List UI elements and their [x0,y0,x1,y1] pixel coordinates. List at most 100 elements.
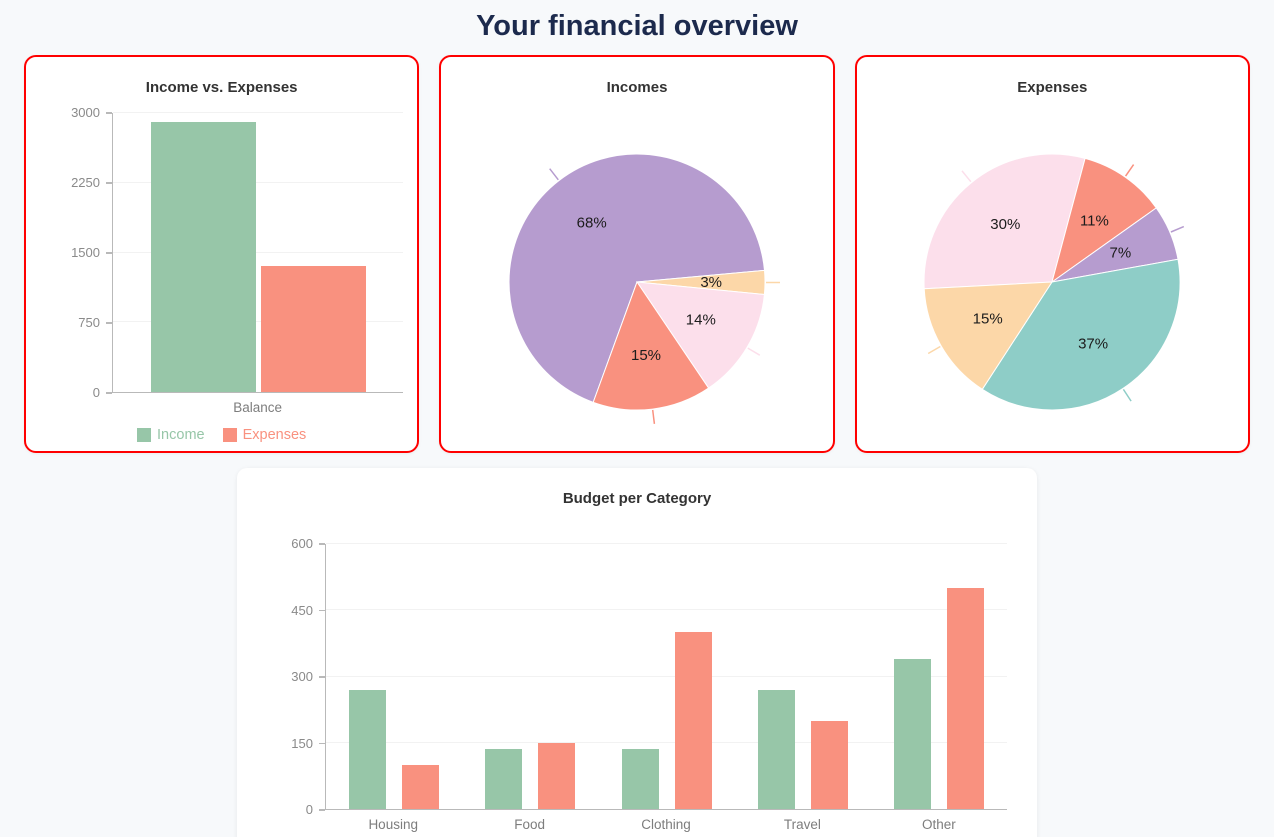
y-axis-tick-label: 1500 [71,245,100,260]
bar-series-2 [538,742,576,809]
pie-callout-line [549,168,559,181]
bar-series-2 [402,764,440,809]
y-axis-tick-label: 2250 [71,175,100,190]
bar-groups [326,544,1007,809]
x-axis-labels: Balance [112,393,403,415]
y-axis-tick-label: 750 [78,315,100,330]
plot-area [112,112,404,393]
legend-swatch [222,428,237,442]
y-axis-tick-mark [319,742,325,745]
pie-slice-15%[interactable] [592,280,710,411]
gridline [113,251,404,253]
expenses-card: Expenses 30% 11% 7% 37% 15% [854,55,1250,453]
category-group [735,544,871,809]
pie-percentage-label: 3% [700,274,722,291]
incomes-card: Incomes 68% 3% 14% 15% [439,55,835,453]
pie-slice-14%[interactable] [635,281,765,389]
category-group [462,544,598,809]
bar-series-2 [674,632,712,809]
category-group [871,544,1007,809]
pie-callout-line [651,409,656,424]
pie-callout-line [1123,388,1133,402]
bar-series-1 [349,689,387,809]
y-axis-tick-mark [106,182,112,184]
x-axis-category-label: Housing [368,817,418,832]
pie-percentage-label: 37% [1078,335,1108,352]
y-axis-tick-mark [106,112,112,114]
x-axis-category-label: Food [514,817,545,832]
legend-label: Expenses [242,427,307,443]
pie-percentage-label: 7% [1110,245,1132,262]
pie-callout-line [928,345,941,355]
x-axis-category-label: Travel [783,817,821,832]
pie-percentage-label: 11% [1080,213,1109,230]
category-group [113,113,403,392]
bar-income [150,122,256,392]
bar-series-2 [946,588,984,809]
y-axis-tick-label: 450 [291,602,313,618]
y-axis-tick-mark [106,322,112,324]
gridline [326,609,1007,611]
income-vs-expenses-card: Income vs. Expenses 0 750 1500 2250 3000 Bala… [24,55,420,453]
x-axis-category-label: Clothing [641,817,691,832]
category-group [326,544,462,809]
pie-callout-line [747,347,761,356]
page-title: Your financial overview [476,10,798,42]
budget-per-category-chart-title: Budget per Category [562,490,712,507]
legend-item-income[interactable]: Income [137,427,205,443]
x-axis-category-label: Balance [233,400,283,415]
gridline [113,181,404,183]
budget-per-category-bar-chart[interactable]: 0 150 300 450 600 Housing Food Clothing Travel Ot… [261,536,1013,832]
pie-percentage-label: 14% [686,312,716,329]
gridline [326,741,1007,743]
bar-series-2 [810,720,848,809]
bar-series-1 [757,689,795,809]
gridline [113,321,404,323]
bar-series-1 [621,749,659,809]
bar-groups [113,113,403,392]
top-cards-row: Income vs. Expenses 0 750 1500 2250 3000 Bala… [24,55,1250,453]
incomes-chart-title: Incomes [606,79,668,96]
y-axis-tick-mark [106,392,112,394]
x-axis-labels: Housing Food Clothing Travel Other [325,810,1007,832]
income-vs-expenses-bar-chart[interactable]: 0 750 1500 2250 3000 Balance [40,105,407,415]
category-group [598,544,734,809]
bar-expenses [260,266,366,392]
legend-item-expenses[interactable]: Expenses [222,427,307,443]
y-axis-tick-label: 3000 [71,105,100,120]
gridline [113,112,404,113]
income-vs-expenses-chart-title: Income vs. Expenses [145,79,298,96]
budget-per-category-card: Budget per Category 0 150 300 450 600 Housing… [237,468,1037,837]
bar-series-1 [485,749,523,809]
pie-callout-line [1125,164,1135,177]
pie-percentage-label: 30% [991,216,1021,233]
y-axis-tick-mark [106,252,112,254]
bar-series-1 [893,658,931,809]
y-axis-tick-label: 0 [92,385,100,400]
legend-label: Income [157,427,205,443]
x-axis-category-label: Other [921,817,956,832]
pie-slice-37%[interactable] [981,258,1181,411]
y-axis-tick-mark [319,809,325,811]
y-axis-tick-mark [319,676,325,678]
pie-callout-line [961,170,972,183]
pie-slice-30%[interactable] [923,153,1087,290]
expenses-pie-chart[interactable]: 30% 11%7% 37% 15% [897,127,1207,437]
y-axis-tick-mark [319,543,325,545]
pie-slice-11%[interactable] [1051,157,1158,284]
expenses-chart-title: Expenses [1017,79,1088,96]
incomes-pie-chart[interactable]: 68% 3% 14% 15% [482,127,792,437]
y-axis-tick-label: 600 [291,536,313,551]
plot-area [325,543,1007,810]
y-axis-tick-label: 300 [291,669,313,684]
gridline [326,675,1007,677]
legend-swatch [137,428,152,442]
gridline [326,543,1007,544]
y-axis-tick-label: 150 [291,735,313,751]
pie-slice-68%[interactable] [508,153,766,403]
pie-percentage-label: 68% [577,215,607,232]
balance-chart-legend: Income Expenses [26,427,417,443]
pie-slice-15%[interactable] [923,281,1054,390]
y-axis-tick-label: 0 [305,802,313,817]
